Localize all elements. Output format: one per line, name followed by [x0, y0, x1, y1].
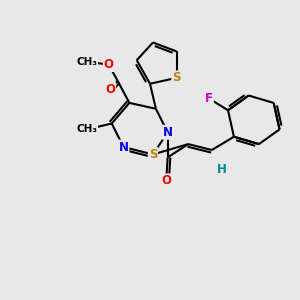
- Text: H: H: [217, 163, 227, 176]
- Text: S: S: [172, 71, 181, 84]
- Text: F: F: [205, 92, 213, 105]
- Text: O: O: [161, 174, 171, 188]
- Text: CH₃: CH₃: [76, 124, 97, 134]
- Text: N: N: [118, 141, 128, 154]
- Text: S: S: [149, 148, 157, 161]
- Text: CH₃: CH₃: [76, 57, 97, 67]
- Text: O: O: [105, 83, 115, 96]
- Text: N: N: [163, 126, 173, 139]
- Text: O: O: [104, 58, 114, 71]
